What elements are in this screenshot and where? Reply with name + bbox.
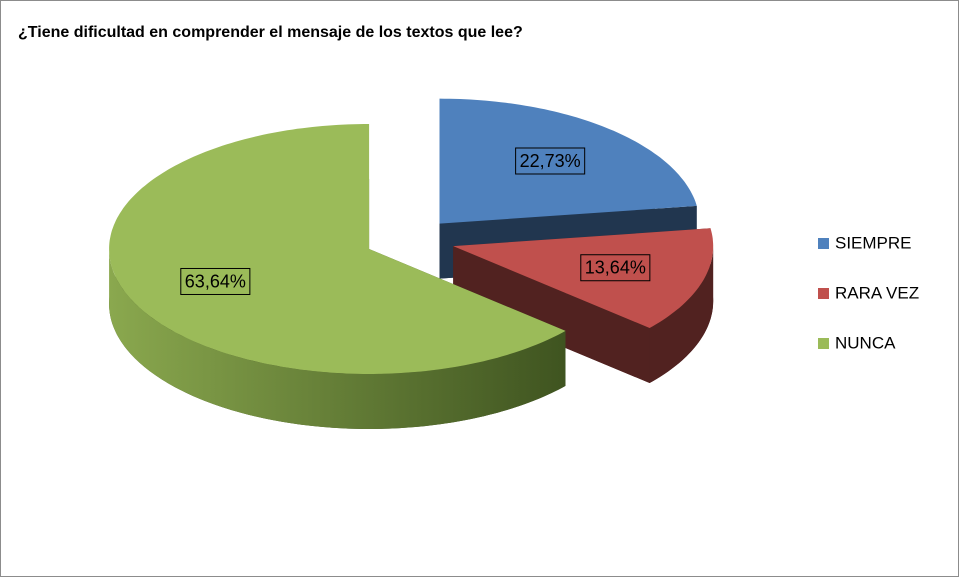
chart-title: ¿Tiene dificultad en comprender el mensa… <box>18 24 523 41</box>
legend-label: RARA VEZ <box>835 283 919 302</box>
data-label: 13,64% <box>585 258 646 278</box>
legend-swatch <box>818 338 829 349</box>
slice <box>439 98 697 224</box>
data-label: 22,73% <box>520 151 581 171</box>
legend-label: SIEMPRE <box>835 233 912 252</box>
slice-cut-face <box>453 246 650 383</box>
slice <box>453 228 714 328</box>
legend-swatch <box>818 238 829 249</box>
data-label-box <box>180 267 251 295</box>
slice-wall <box>649 246 714 383</box>
slice-wall <box>109 249 566 429</box>
data-label-box <box>515 147 586 175</box>
legend-swatch <box>818 288 829 299</box>
data-label-box <box>580 254 651 282</box>
slice <box>109 124 566 374</box>
legend-label: NUNCA <box>835 333 896 352</box>
data-label: 63,64% <box>185 271 246 291</box>
